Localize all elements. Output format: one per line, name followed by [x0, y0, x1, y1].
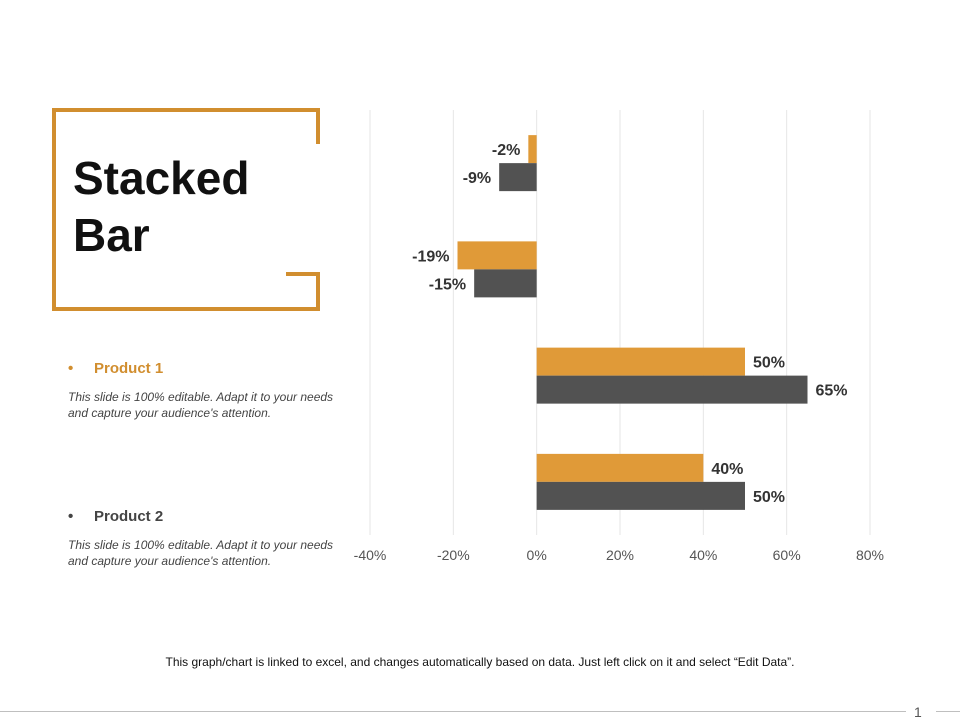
footer-divider-right	[936, 711, 960, 712]
bullet-icon: •	[68, 360, 74, 377]
bar-product-1	[528, 135, 537, 164]
data-label: 50%	[753, 355, 785, 372]
data-label: -19%	[412, 248, 449, 265]
bar-product-1	[536, 347, 745, 376]
frame-top-edge	[52, 108, 320, 112]
frame-bottom-right-edge	[316, 272, 320, 311]
x-tick-label: -20%	[437, 547, 470, 563]
footer-note: This graph/chart is linked to excel, and…	[165, 655, 795, 669]
data-label: 40%	[711, 461, 743, 478]
bar-product-2	[536, 481, 745, 510]
product-2-heading: • Product 2	[68, 507, 338, 527]
x-tick-label: -40%	[354, 547, 387, 563]
product-1-heading: • Product 1	[68, 359, 338, 379]
data-label: 50%	[753, 489, 785, 506]
bar-product-1	[457, 241, 537, 270]
frame-bottom-inner-edge	[286, 272, 320, 276]
x-tick-label: 60%	[773, 547, 801, 563]
x-tick-label: 80%	[856, 547, 884, 563]
product-2-block: • Product 2 This slide is 100% editable. …	[68, 507, 338, 569]
product-1-description: This slide is 100% editable. Adapt it to…	[68, 390, 334, 420]
page-number: 1	[914, 704, 922, 720]
data-label: -15%	[429, 276, 466, 293]
product-2-name: Product 2	[94, 508, 164, 525]
data-label: -2%	[492, 142, 520, 159]
frame-bottom-edge	[52, 307, 320, 311]
x-tick-label: 20%	[606, 547, 634, 563]
bar-product-2	[536, 375, 808, 404]
bar-product-2	[474, 269, 537, 298]
product-2-description: This slide is 100% editable. Adapt it to…	[68, 538, 334, 568]
product-1-name: Product 1	[94, 360, 164, 377]
bar-product-2	[499, 163, 537, 192]
footer-divider	[0, 711, 906, 712]
data-label: -9%	[463, 170, 491, 187]
frame-left-edge	[52, 108, 56, 311]
x-tick-label: 40%	[689, 547, 717, 563]
product-1-block: • Product 1 This slide is 100% editable. …	[68, 359, 338, 421]
frame-top-right-edge	[316, 108, 320, 144]
page-title: Stacked Bar	[73, 152, 250, 261]
bar-product-1	[536, 453, 704, 482]
data-label: 65%	[816, 383, 848, 400]
bullet-icon: •	[68, 508, 74, 525]
x-tick-label: 0%	[527, 547, 547, 563]
